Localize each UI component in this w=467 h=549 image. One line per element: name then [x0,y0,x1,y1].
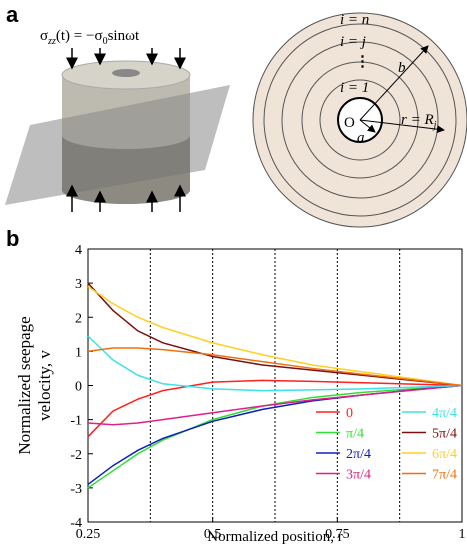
label: O [344,115,355,131]
series-line [87,282,463,387]
y-tick-label: 1 [75,345,82,360]
label: ⋮ [355,54,370,70]
x-tick-label: 1 [459,527,466,542]
y-tick-label: 2 [75,311,82,326]
label: i = 1 [340,80,369,96]
label: a [357,130,365,146]
label: b [398,60,406,76]
y-tick-label: -2 [70,448,82,463]
legend-label: 5π/4 [432,427,457,442]
panel-label: a [6,2,19,27]
y-tick-label: 0 [75,380,82,395]
x-tick-label: 0.75 [325,527,350,542]
y-tick-label: -3 [70,482,82,497]
label: r = Rj [401,112,437,131]
x-tick-label: 0.5 [204,527,222,542]
cylinder-diagram: σzz(t) = −σ0sinωt [5,28,230,212]
series-line [87,335,463,392]
chart: -4 -3 -2 -1 0 1 2 3 4 0.25 0.5 0.75 1 Normalized posi… [15,243,466,545]
y-tick-label: 4 [75,243,82,258]
x-axis-label: Normalized position, r [207,529,342,544]
series-line [87,285,463,387]
y-tick-label: -1 [70,414,82,429]
series-line [87,384,463,489]
disk-diagram [252,12,467,228]
legend-label: 0 [346,406,353,421]
y-tick-label: -4 [70,516,82,531]
series-line [87,379,463,438]
legend-label: 4π/4 [432,406,457,421]
label: i = j [340,34,366,50]
legend-label: 3π/4 [346,468,371,483]
label: i = n [340,12,369,28]
disk-labels: i = n i = j ⋮ i = 1 b O a r = Rj [340,12,437,146]
legend-label: π/4 [346,427,364,442]
legend-label: 7π/4 [432,468,457,483]
panel-label: b [6,226,19,251]
legend-label: 6π/4 [432,447,457,462]
legend-label: 2π/4 [346,447,371,462]
y-tick-label: 3 [75,277,82,292]
series-line [87,384,463,426]
series-line [87,347,463,387]
formula: σzz(t) = −σ0sinωt [40,28,140,47]
x-tick-label: 0.25 [76,527,101,542]
y-axis-label: velocity, v [35,350,54,421]
y-axis-label: Normalized seepage [15,316,34,454]
